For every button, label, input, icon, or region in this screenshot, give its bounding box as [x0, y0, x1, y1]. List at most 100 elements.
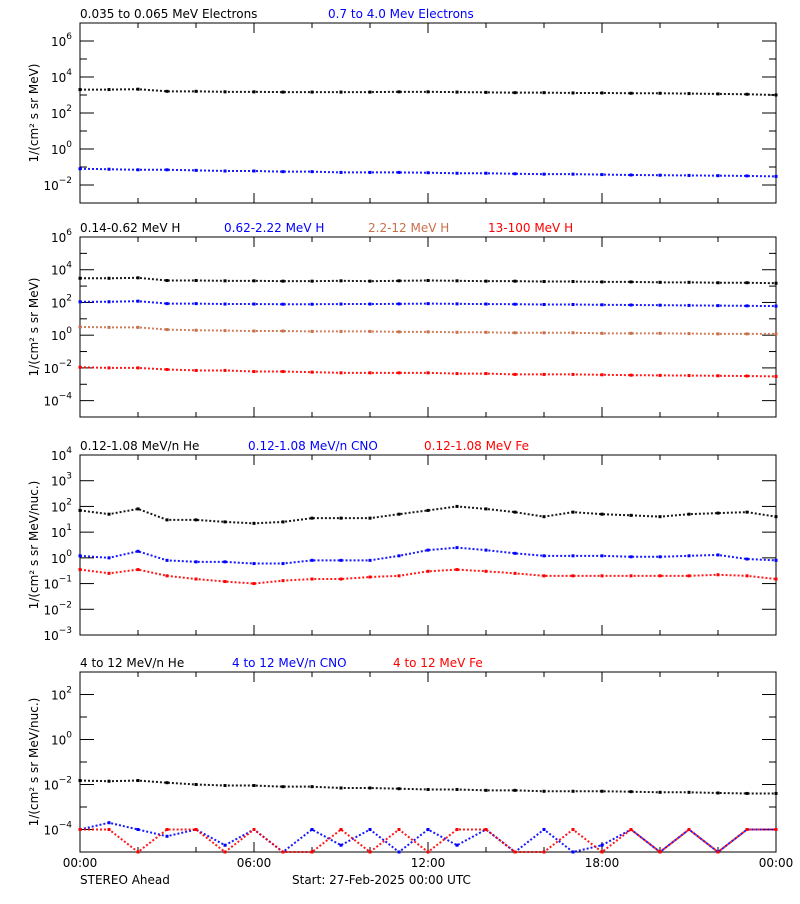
data-point [600, 91, 604, 95]
series-trace [79, 779, 776, 795]
data-point [716, 92, 720, 96]
data-point [716, 304, 720, 308]
data-point [455, 546, 459, 550]
legend-label: 4 to 12 MeV/n He [80, 656, 184, 670]
data-point [339, 558, 343, 562]
data-point [571, 828, 575, 831]
plot-frame [79, 454, 777, 636]
x-tick-label: 18:00 [585, 856, 620, 870]
data-point [194, 89, 198, 93]
data-point [774, 332, 778, 336]
data-point [745, 174, 749, 178]
data-point [165, 574, 169, 578]
data-point [542, 172, 546, 176]
y-tick-label: 10−2 [43, 600, 72, 617]
data-point [774, 577, 778, 581]
y-tick-label: 100 [51, 140, 72, 157]
data-point [687, 790, 691, 794]
data-point [368, 302, 372, 306]
data-point [136, 828, 140, 831]
data-point [136, 850, 140, 854]
data-point [426, 787, 430, 791]
data-point [107, 821, 111, 825]
data-point [571, 172, 575, 176]
data-point [194, 168, 198, 172]
data-point [600, 574, 604, 578]
y-tick-label: 102 [51, 104, 72, 121]
data-point [774, 515, 778, 519]
data-point [542, 91, 546, 95]
y-tick-label: 100 [51, 326, 72, 343]
data-point [484, 828, 488, 831]
data-point [310, 302, 314, 306]
data-point [107, 366, 111, 370]
data-point [600, 331, 604, 335]
x-tick-label: 00:00 [759, 856, 794, 870]
data-point [426, 850, 430, 854]
y-tick-label: 10−4 [43, 392, 72, 409]
data-point [78, 325, 82, 329]
data-point [165, 834, 169, 838]
data-point [368, 575, 372, 579]
y-tick-label: 106 [51, 228, 72, 245]
data-point [252, 521, 256, 525]
y-tick-label: 10−2 [43, 359, 72, 376]
data-point [223, 302, 227, 306]
panel-1: 10−2 100 102 104 106 1/(cm² s sr MeV) 0.035 to… [27, 7, 778, 204]
data-point [281, 279, 285, 283]
data-point [310, 170, 314, 174]
x-tick-label: 12:00 [411, 856, 446, 870]
data-point [339, 786, 343, 790]
plot-frame [79, 22, 777, 204]
data-point [658, 555, 662, 559]
data-point [78, 779, 82, 783]
data-point [281, 370, 285, 374]
data-point [745, 304, 749, 308]
data-point [368, 786, 372, 790]
data-point [484, 372, 488, 376]
data-point [368, 279, 372, 283]
data-point [252, 169, 256, 173]
y-axis-label: 1/(cm² s sr MeV/nuc.) [27, 481, 41, 610]
data-point [194, 278, 198, 282]
data-point [223, 560, 227, 564]
data-point [687, 512, 691, 516]
legend-label: 2.2-12 MeV H [368, 221, 449, 235]
y-tick-label: 10−1 [43, 575, 72, 592]
data-point [629, 513, 633, 517]
data-point [107, 167, 111, 171]
data-point [281, 329, 285, 333]
data-point [774, 174, 778, 178]
data-point [600, 850, 604, 854]
data-point [107, 571, 111, 575]
data-point [687, 828, 691, 831]
data-point [165, 367, 169, 371]
data-point [774, 281, 778, 285]
data-point [629, 91, 633, 95]
data-point [716, 281, 720, 285]
data-point [745, 510, 749, 514]
data-point [600, 512, 604, 516]
data-point [223, 169, 227, 173]
data-point [426, 330, 430, 334]
data-point [368, 558, 372, 562]
data-point [281, 785, 285, 789]
data-point [397, 828, 401, 831]
data-point [107, 300, 111, 304]
data-point [194, 328, 198, 332]
data-point [310, 516, 314, 520]
legend-label: 0.7 to 4.0 Mev Electrons [328, 7, 474, 21]
data-point [194, 302, 198, 306]
data-point [629, 280, 633, 284]
data-point [252, 784, 256, 788]
data-point [745, 281, 749, 285]
data-point [136, 325, 140, 329]
data-point [107, 325, 111, 329]
data-point [455, 843, 459, 847]
y-tick-label: 100 [51, 549, 72, 566]
data-point [397, 371, 401, 375]
data-point [107, 828, 111, 831]
data-point [716, 374, 720, 378]
y-tick-label: 104 [51, 261, 72, 278]
data-point [368, 850, 372, 854]
